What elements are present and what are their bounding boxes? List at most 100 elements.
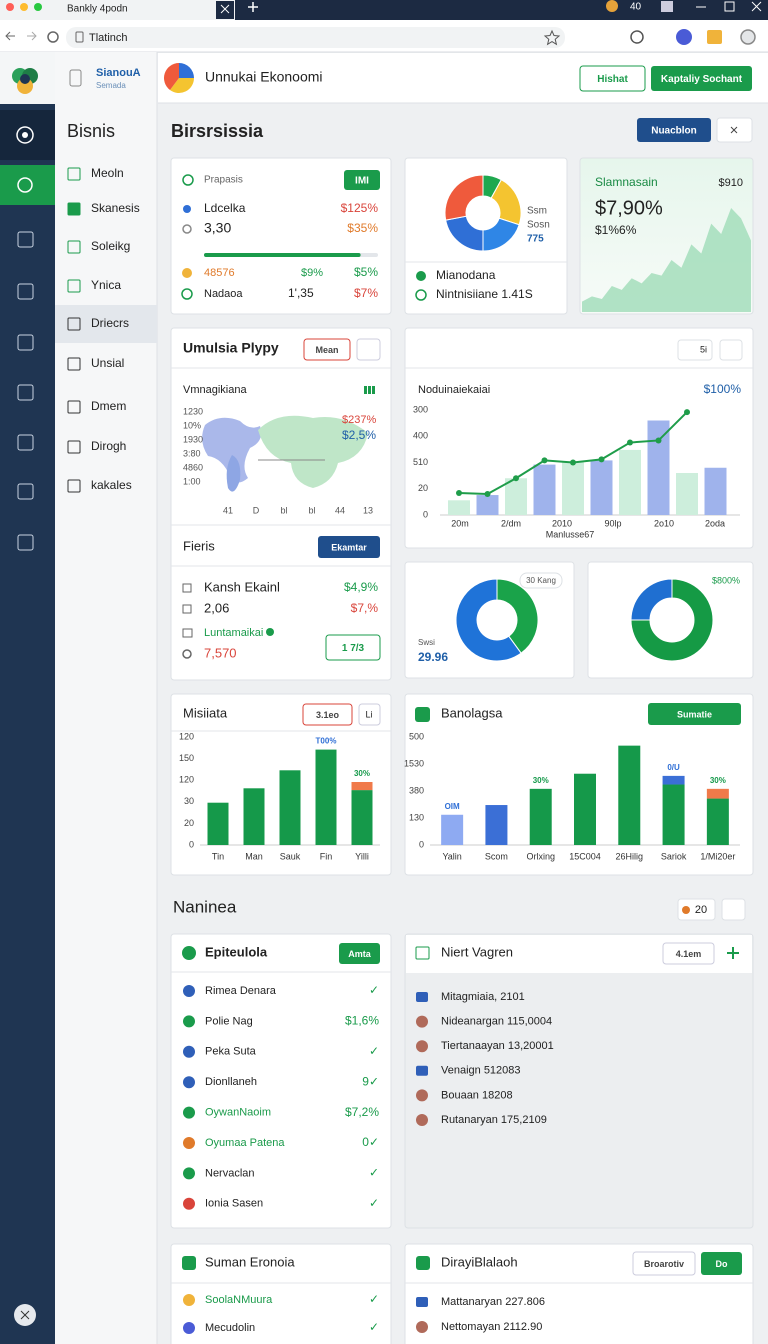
bar <box>315 749 337 845</box>
label: Orlxing <box>526 851 555 861</box>
label: 120 <box>179 731 194 741</box>
label: 0✓ <box>362 1135 379 1149</box>
sidebar-icon <box>67 202 81 216</box>
button-label: Sumatie <box>677 709 712 719</box>
label: 30% <box>354 769 370 778</box>
bar <box>574 773 596 845</box>
tab-close <box>216 1 234 19</box>
label: 29.96 <box>418 650 448 664</box>
label: $800% <box>712 575 740 585</box>
label: Oyumaa Patena <box>205 1137 285 1149</box>
label: $237% <box>342 414 376 426</box>
item-icon <box>183 1322 195 1334</box>
button[interactable] <box>318 536 380 558</box>
button[interactable] <box>662 942 715 965</box>
rail-icon[interactable] <box>17 534 34 551</box>
rail-icon <box>17 177 33 193</box>
extension-icon <box>606 0 618 12</box>
sidebar-item: Meoln <box>91 166 124 180</box>
row-icon <box>183 205 191 213</box>
label: Banolagsa <box>441 705 503 720</box>
label: Nintnisiiane 1.41S <box>436 287 533 301</box>
button[interactable] <box>632 1251 696 1276</box>
button[interactable] <box>344 170 380 190</box>
pie-slice <box>630 578 673 621</box>
header-logo <box>170 78 194 94</box>
label: T00% <box>316 737 337 746</box>
dropdown[interactable] <box>719 339 743 361</box>
label: Mecudolin <box>205 1322 255 1334</box>
button[interactable] <box>339 943 380 964</box>
item-icon <box>183 1167 195 1180</box>
label: $7,2% <box>345 1105 379 1119</box>
button[interactable] <box>637 118 711 142</box>
button[interactable] <box>302 703 353 726</box>
rail-icon[interactable] <box>17 231 34 248</box>
sidebar-item: Unsial <box>91 356 124 370</box>
map-land <box>258 415 368 488</box>
label: Fin <box>320 851 333 861</box>
legend-dot <box>416 271 426 281</box>
address-field[interactable] <box>66 27 565 48</box>
row-icon <box>181 288 193 300</box>
label: 0 <box>423 509 428 519</box>
label: $9% <box>301 267 323 279</box>
row-icon <box>182 628 193 638</box>
rail-icon[interactable] <box>17 483 34 500</box>
label: OIM <box>445 802 460 811</box>
item-icon <box>416 1114 428 1126</box>
label: Mianodana <box>436 268 496 282</box>
label: Rutanaryan 175,2109 <box>441 1114 547 1126</box>
dropdown[interactable] <box>356 338 381 361</box>
button-label: Nuacblon <box>651 126 697 137</box>
label: 2010 <box>552 518 572 528</box>
bar <box>505 478 527 515</box>
label: 1/Mi20er <box>700 851 735 861</box>
rail-icon[interactable] <box>17 384 34 401</box>
label: Man <box>245 851 263 861</box>
bar <box>676 473 698 515</box>
button[interactable] <box>303 338 351 361</box>
label: 15C004 <box>569 851 601 861</box>
label: Dionllaneh <box>205 1076 257 1088</box>
toggle[interactable] <box>358 703 381 726</box>
rail-icon[interactable] <box>17 283 34 300</box>
label: Nettomayan 2112.90 <box>441 1321 542 1333</box>
dropdown[interactable] <box>721 898 746 921</box>
label: 13 <box>363 505 373 515</box>
count-button[interactable] <box>677 898 716 921</box>
sidebar-item: Dirogh <box>91 439 126 453</box>
label: Mitagmiaia, 2101 <box>441 991 525 1003</box>
window-dot <box>20 3 28 11</box>
bar <box>619 449 641 515</box>
label: Luntamaikai <box>204 627 263 639</box>
label: 3:80 <box>183 448 201 458</box>
button[interactable] <box>651 66 752 91</box>
item-icon <box>183 1106 195 1119</box>
line-point <box>655 437 662 444</box>
icon-button[interactable] <box>677 339 713 361</box>
label: Ssm <box>527 206 547 217</box>
label: 1530 <box>404 758 424 768</box>
button[interactable] <box>648 703 741 725</box>
button[interactable] <box>579 65 646 92</box>
label: 30% <box>710 776 726 785</box>
label: Bisnis <box>67 121 115 141</box>
rail-icon[interactable] <box>17 434 34 451</box>
label: 20m <box>451 518 469 528</box>
label: Tlatinch <box>89 32 128 44</box>
item-icon <box>416 1040 428 1053</box>
rail-icon[interactable] <box>17 334 34 351</box>
sidebar-active <box>55 305 157 343</box>
label: Scom <box>485 851 508 861</box>
row-icon <box>182 604 192 614</box>
label: 20 <box>695 904 707 916</box>
item-icon <box>416 1089 428 1102</box>
label: Swsi <box>418 638 435 647</box>
header-logo <box>179 63 194 78</box>
card-icon <box>416 1256 430 1270</box>
button[interactable] <box>325 634 381 661</box>
button[interactable] <box>701 1252 742 1275</box>
label: SianouA <box>96 67 141 79</box>
label: ✓ <box>369 1044 379 1058</box>
